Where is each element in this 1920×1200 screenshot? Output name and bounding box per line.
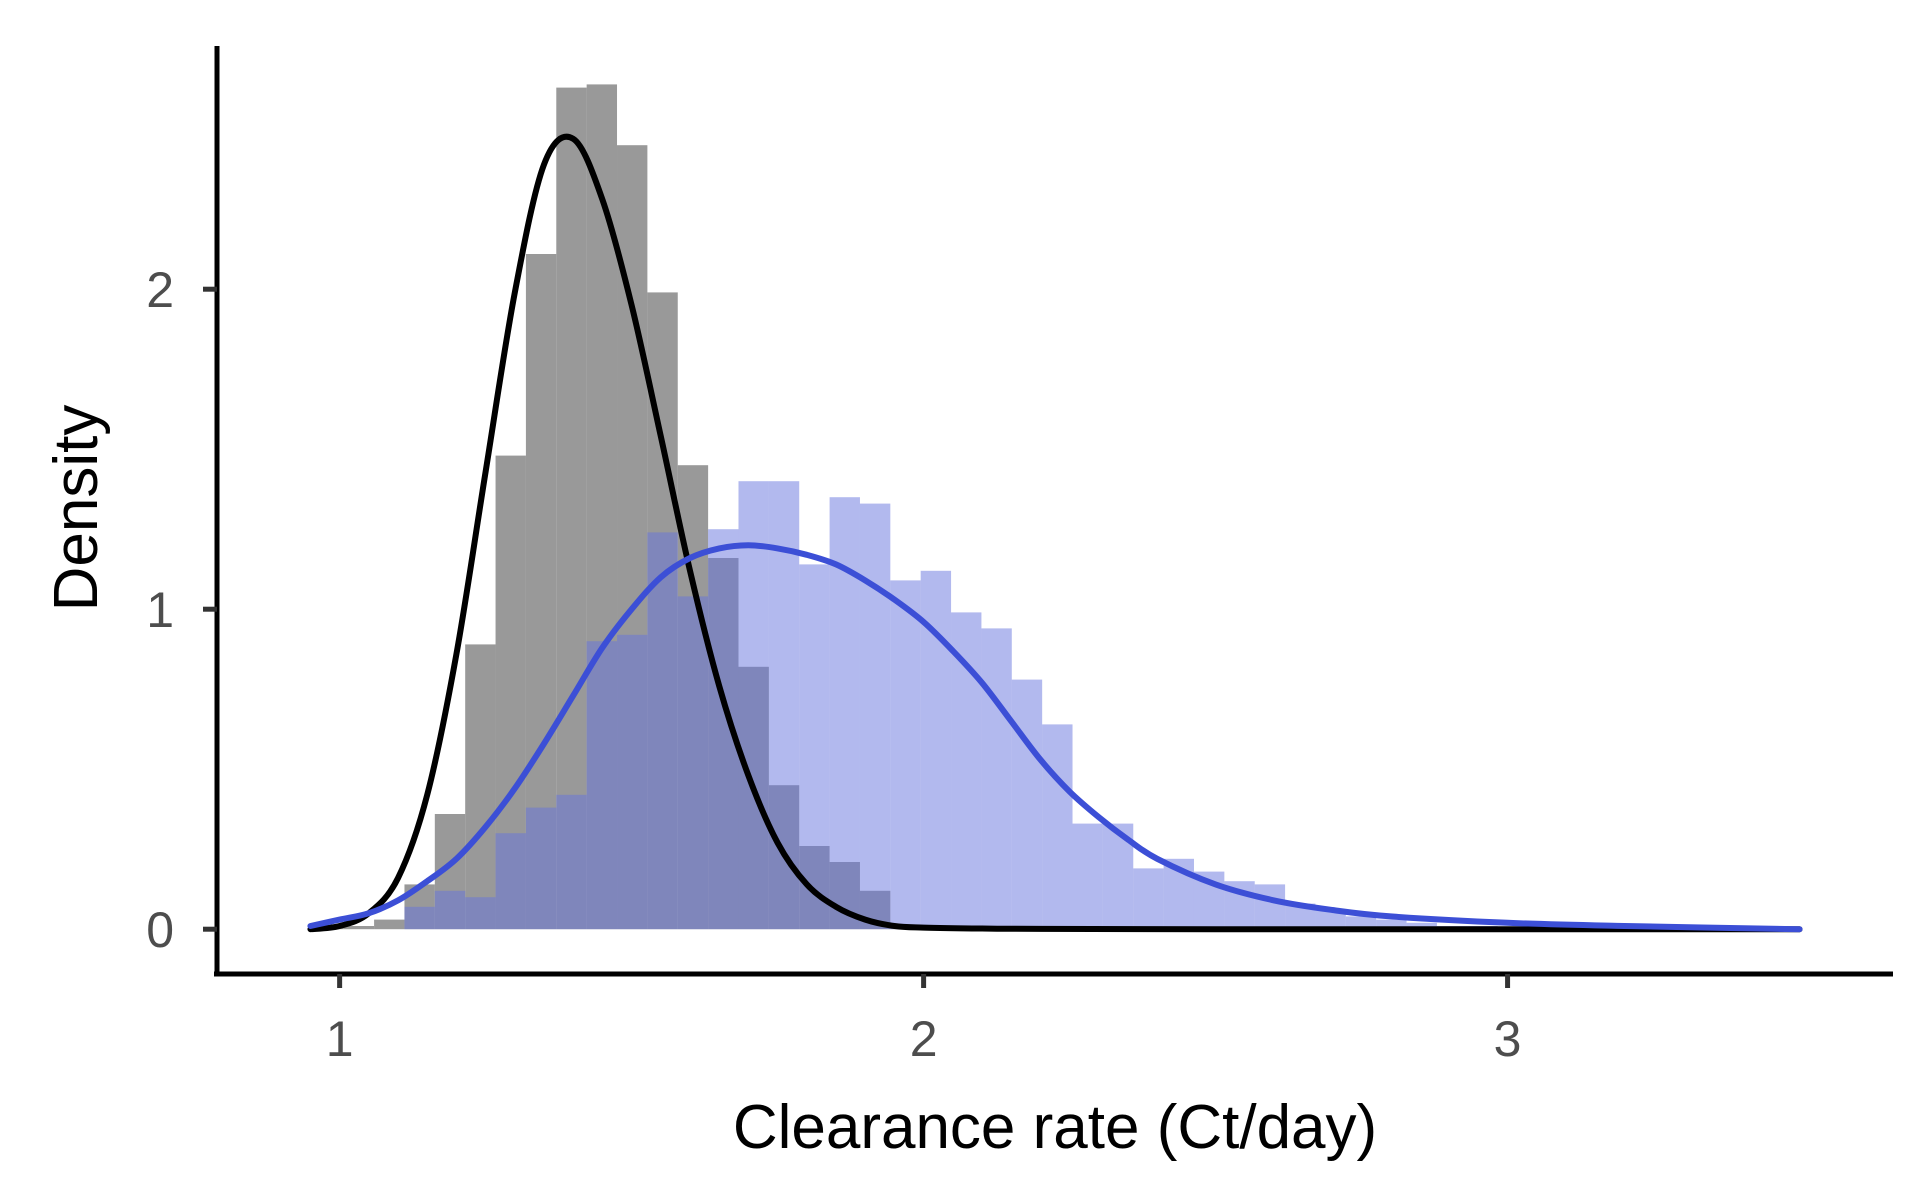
histogram-bar [1315, 910, 1346, 930]
histogram-bar [951, 612, 982, 930]
histogram-bar [465, 897, 496, 930]
histogram-bar [404, 906, 435, 930]
density-curve-1 [307, 133, 1803, 933]
histogram-bar [1042, 724, 1073, 930]
histogram-bar [1406, 922, 1437, 930]
histogram-bars [313, 84, 1498, 930]
histogram-bar [647, 532, 678, 930]
density-curves [307, 133, 1803, 933]
histogram-bar [525, 807, 557, 930]
histogram-bar [1011, 679, 1043, 930]
histogram-bar [556, 794, 587, 930]
y-tick-label: 0 [146, 902, 174, 958]
y-tick-label: 1 [146, 582, 174, 638]
histogram-bar [890, 580, 921, 930]
x-axis-title: Clearance rate (Ct/day) [733, 1093, 1377, 1162]
histogram-bar [586, 641, 618, 930]
histogram-bar [434, 890, 466, 930]
x-tick-label: 2 [910, 1011, 938, 1067]
histogram-bar [343, 926, 375, 930]
y-axis-title: Density [42, 405, 111, 612]
histogram-bar [1133, 868, 1164, 930]
histogram-bar [617, 634, 648, 930]
histogram-bar [465, 644, 496, 930]
axis-ticks: 1 2 3 0 1 2 [146, 262, 1521, 1067]
histogram-bar [981, 628, 1012, 930]
histogram-bar [859, 503, 891, 930]
histogram-bar [799, 564, 830, 930]
histogram-bar [374, 919, 405, 930]
x-tick-label: 1 [326, 1011, 354, 1067]
histogram-bar [495, 833, 526, 930]
histogram-bar [677, 596, 709, 930]
histogram-bar [1345, 916, 1377, 930]
histogram-bar [1072, 823, 1103, 930]
histogram-bar [556, 87, 587, 930]
y-tick-label: 2 [146, 262, 174, 318]
histogram-bar [1254, 884, 1286, 930]
density-curve-2 [307, 542, 1803, 933]
histogram-bar [1376, 919, 1407, 930]
x-tick-label: 3 [1494, 1011, 1522, 1067]
histogram-bar [738, 481, 769, 930]
